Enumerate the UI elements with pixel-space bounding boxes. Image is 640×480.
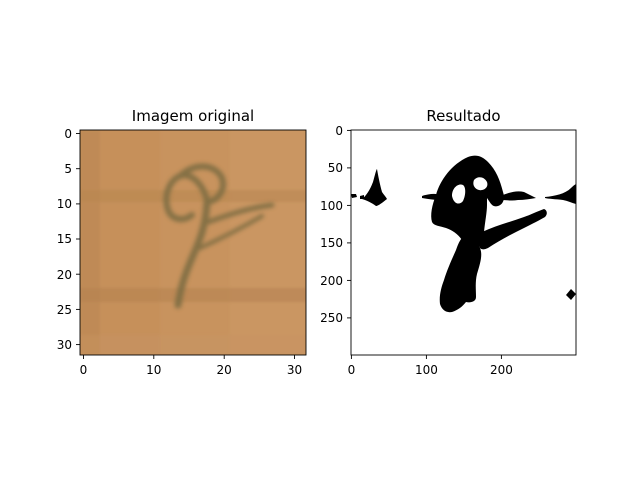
tick-label: 100 — [415, 363, 438, 377]
tick-label: 0 — [348, 363, 356, 377]
tick-label: 0 — [80, 363, 88, 377]
tick-label: 10 — [57, 197, 72, 211]
tick-label: 0 — [335, 124, 343, 138]
tick-label: 200 — [490, 363, 513, 377]
tick-label: 30 — [57, 338, 72, 352]
tick-label: 20 — [57, 268, 72, 282]
tick-label: 100 — [320, 199, 343, 213]
tick-label: 20 — [217, 363, 232, 377]
tick-label: 150 — [320, 236, 343, 250]
right-y-tick-labels: 0 50 100 150 200 250 — [320, 124, 343, 325]
left-x-ticks — [84, 355, 295, 359]
left-panel-title: Imagem original — [132, 107, 254, 125]
tick-label: 30 — [287, 363, 302, 377]
right-panel-title: Resultado — [426, 107, 500, 125]
right-x-ticks — [351, 355, 501, 359]
right-y-ticks — [347, 130, 351, 318]
tick-label: 50 — [328, 161, 343, 175]
left-y-tick-labels: 0 5 10 15 20 25 30 — [57, 127, 72, 352]
tick-label: 10 — [146, 363, 161, 377]
tick-label: 0 — [64, 127, 72, 141]
tick-label: 15 — [57, 232, 72, 246]
binarized-image — [351, 130, 576, 355]
left-x-tick-labels: 0 10 20 30 — [80, 363, 302, 377]
tick-label: 5 — [64, 162, 72, 176]
tick-label: 250 — [320, 311, 343, 325]
tick-label: 25 — [57, 303, 72, 317]
right-x-tick-labels: 0 100 200 — [348, 363, 513, 377]
original-image — [80, 130, 306, 355]
left-y-ticks — [76, 134, 80, 345]
tick-label: 200 — [320, 274, 343, 288]
